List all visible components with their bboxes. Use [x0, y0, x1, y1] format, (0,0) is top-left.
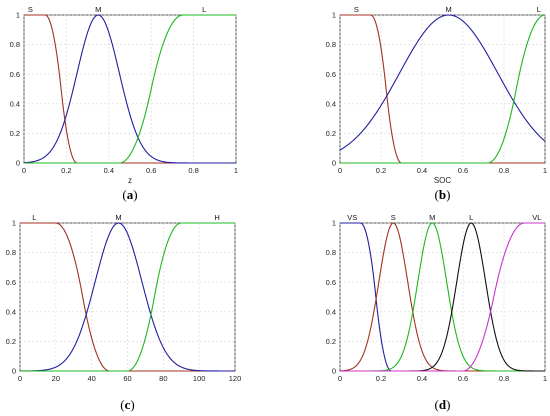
series-line-m — [339, 14, 546, 151]
y-tick-label: 0.6 — [6, 278, 16, 287]
y-tick-label: 0 — [16, 159, 20, 168]
y-tick-label: 0.6 — [326, 70, 336, 79]
series-label-m: M — [446, 5, 452, 14]
x-axis-label: z — [128, 176, 132, 185]
plot-area — [23, 14, 237, 164]
y-tick-label: 0.8 — [326, 248, 336, 257]
series-label-vl: VL — [532, 213, 541, 222]
series-label-s: S — [391, 213, 396, 222]
x-tick-label: 1 — [543, 374, 547, 383]
series-label-s: S — [354, 5, 359, 14]
series-line-vl — [340, 222, 545, 372]
x-tick-label: 60 — [123, 374, 131, 383]
y-tick-label: 1 — [332, 11, 336, 20]
x-tick-label: 0.2 — [61, 166, 71, 175]
series-label-m: M — [429, 213, 435, 222]
x-tick-label: 0 — [338, 166, 342, 175]
x-tick-label: 0 — [338, 374, 342, 383]
x-tick-label: 0.2 — [376, 374, 386, 383]
x-tick-label: 0.8 — [499, 166, 509, 175]
plot-area — [339, 14, 546, 164]
series-label-h: H — [214, 213, 219, 222]
series-line-h — [20, 222, 235, 372]
chart-panel-a: S M L 0 0.2 0.4 0.6 0.8 1 0 0.2 0.4 0.6 0.8 1 z (a) — [10, 5, 239, 202]
x-tick-label: 100 — [193, 374, 206, 383]
series-label-vs: VS — [347, 213, 357, 222]
y-tick-label: 0.6 — [326, 278, 336, 287]
plot-area — [339, 222, 546, 372]
x-tick-label: 120 — [229, 374, 242, 383]
series-label-s: S — [28, 5, 33, 14]
y-tick-label: 0.4 — [326, 307, 336, 316]
y-tick-label: 0.2 — [326, 129, 336, 138]
subfigure-caption: (a) — [122, 187, 137, 202]
x-tick-label: 0.4 — [104, 166, 114, 175]
chart-panel-c: L M H 0 20 40 60 80 100 120 0 0.2 0.4 0.6 0.8 1 (c) — [6, 213, 242, 412]
series-line-l — [340, 14, 546, 164]
series-label-l: L — [537, 5, 541, 14]
series-line-l — [24, 14, 236, 164]
x-tick-label: 40 — [87, 374, 95, 383]
x-tick-label: 0.4 — [417, 374, 427, 383]
x-tick-label: 0 — [22, 166, 26, 175]
x-tick-label: 0.8 — [188, 166, 198, 175]
x-axis-label: SOC — [434, 176, 452, 185]
y-tick-label: 0 — [332, 159, 336, 168]
y-tick-label: 0.2 — [10, 129, 20, 138]
y-tick-label: 1 — [12, 219, 16, 228]
y-tick-label: 1 — [16, 11, 20, 20]
series-label-l: L — [469, 213, 473, 222]
y-tick-label: 0.4 — [326, 99, 336, 108]
series-label-l: L — [32, 213, 36, 222]
y-tick-label: 0.6 — [10, 70, 20, 79]
chart-panel-b: S M L 0 0.2 0.4 0.6 0.8 1 0 0.2 0.4 0.6 0.8 1 SOC (b) — [326, 5, 548, 202]
series-label-m: M — [95, 5, 101, 14]
series-label-l: L — [202, 5, 206, 14]
series-line-m — [20, 222, 235, 372]
x-tick-label: 0.2 — [376, 166, 386, 175]
series-line-m — [23, 14, 236, 164]
x-tick-label: 0 — [18, 374, 22, 383]
x-tick-label: 1 — [543, 166, 547, 175]
x-tick-label: 0.6 — [458, 374, 468, 383]
y-tick-label: 0.4 — [10, 99, 20, 108]
y-tick-label: 1 — [332, 219, 336, 228]
y-tick-label: 0.8 — [326, 40, 336, 49]
x-tick-label: 1 — [234, 166, 238, 175]
x-tick-label: 20 — [52, 374, 60, 383]
y-tick-label: 0.4 — [6, 307, 16, 316]
subfigure-caption: (b) — [435, 187, 451, 202]
chart-panel-d: VS S M L VL 0 0.2 0.4 0.6 0.8 1 0 0.2 0.4 0.6 0.8 1 (d) — [326, 213, 548, 412]
series-label-m: M — [115, 213, 121, 222]
x-tick-label: 0.8 — [499, 374, 509, 383]
x-tick-label: 0.6 — [146, 166, 156, 175]
x-tick-label: 0.6 — [458, 166, 468, 175]
y-tick-label: 0 — [332, 367, 336, 376]
y-tick-label: 0 — [12, 367, 16, 376]
subfigure-caption: (d) — [435, 397, 451, 412]
subfigure-caption: (c) — [120, 397, 134, 412]
y-tick-label: 0.2 — [6, 337, 16, 346]
y-tick-label: 0.2 — [326, 337, 336, 346]
x-tick-label: 80 — [159, 374, 167, 383]
y-tick-label: 0.8 — [10, 40, 20, 49]
x-tick-label: 0.4 — [417, 166, 427, 175]
y-tick-label: 0.8 — [6, 248, 16, 257]
